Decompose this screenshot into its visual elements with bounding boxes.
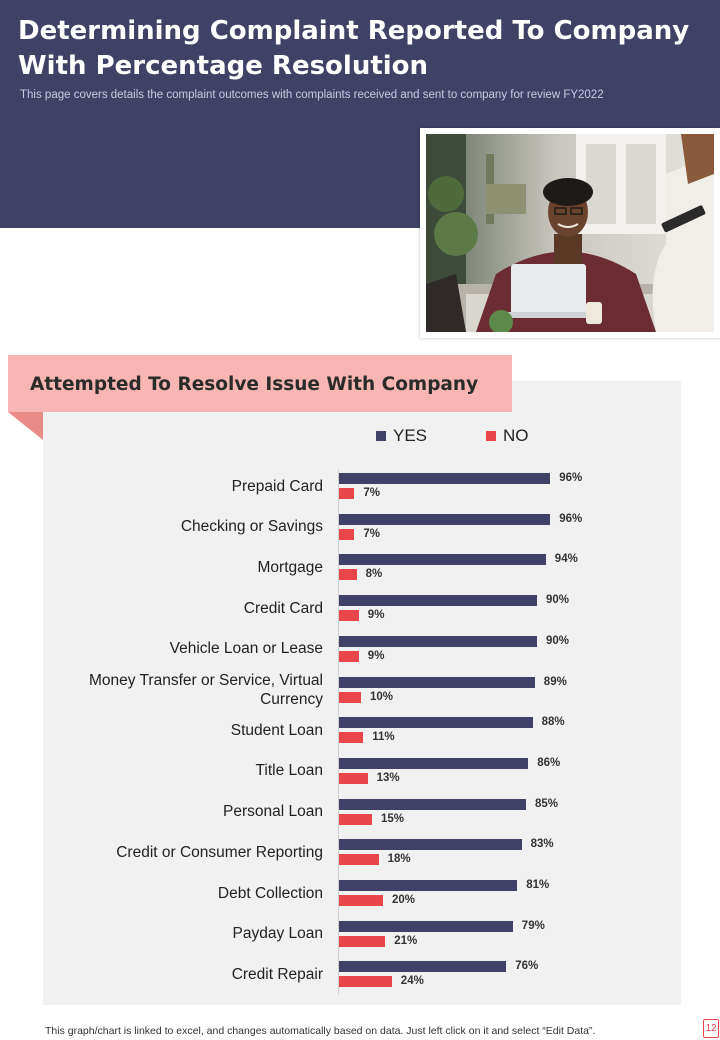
category-label: Student Loan <box>230 721 323 739</box>
category-label: Personal Loan <box>223 803 323 821</box>
legend-label-yes: YES <box>393 426 428 445</box>
category-label: Title Loan <box>255 762 324 780</box>
bar-yes <box>339 595 537 607</box>
bar-yes <box>339 920 513 932</box>
category-label: Money Transfer or Service, Virtual Curre… <box>88 671 323 708</box>
data-label-no: 18% <box>387 853 411 866</box>
bar-no <box>339 650 359 662</box>
data-label-yes: 90% <box>546 634 570 647</box>
page-subtitle: This page covers details the complaint o… <box>20 89 604 101</box>
data-label-yes: 96% <box>559 512 583 525</box>
header-band: Determining Complaint Reported To Compan… <box>0 0 720 228</box>
category-label: Mortgage <box>257 558 323 576</box>
category-label: Prepaid Card <box>231 477 323 495</box>
data-label-no: 20% <box>392 894 416 906</box>
bar-yes <box>339 554 546 566</box>
bar-no <box>339 854 379 866</box>
office-meeting-photo <box>426 134 714 332</box>
bar-yes <box>339 798 526 810</box>
category-label: Credit Card <box>243 599 323 617</box>
data-label-yes: 86% <box>537 756 561 769</box>
category-label: Vehicle Loan or Lease <box>169 640 323 658</box>
data-label-yes: 79% <box>521 919 545 932</box>
data-label-yes: 90% <box>546 594 570 607</box>
data-label-no: 24% <box>400 975 424 988</box>
bar-no <box>339 691 361 703</box>
chart-axis-line <box>338 469 339 995</box>
legend-item-yes: YES <box>376 426 427 446</box>
bar-yes <box>339 839 522 851</box>
legend-swatch-yes <box>376 431 386 441</box>
legend-item-no: NO <box>486 426 529 446</box>
data-label-yes: 96% <box>559 472 583 484</box>
legend-label-no: NO <box>503 426 529 445</box>
chart-title: Attempted To Resolve Issue With Company <box>30 374 479 395</box>
data-label-no: 15% <box>381 812 405 825</box>
legend-swatch-no <box>486 431 496 441</box>
data-label-no: 21% <box>394 934 418 947</box>
category-label: Credit or Consumer Reporting <box>116 843 323 861</box>
bar-no <box>339 610 359 622</box>
data-label-no: 9% <box>367 649 385 662</box>
data-label-no: 8% <box>365 568 383 581</box>
bar-no <box>339 732 364 744</box>
category-label: Checking or Savings <box>180 518 323 536</box>
data-label-yes: 81% <box>526 879 550 891</box>
bar-yes <box>339 473 551 484</box>
data-label-yes: 76% <box>515 960 539 973</box>
bar-no <box>339 895 383 906</box>
category-label: Payday Loan <box>232 925 324 943</box>
data-label-yes: 94% <box>554 553 578 566</box>
data-label-yes: 89% <box>543 675 567 688</box>
bar-yes <box>339 757 529 769</box>
page-number: 12 <box>703 1019 719 1038</box>
bar-yes <box>339 635 537 647</box>
bar-yes <box>339 880 518 891</box>
data-label-yes: 85% <box>535 797 559 810</box>
banner-fold <box>8 412 43 440</box>
chart-title-banner <box>8 355 512 412</box>
bar-yes <box>339 961 507 973</box>
data-label-no: 9% <box>367 609 385 622</box>
data-label-no: 13% <box>376 771 400 784</box>
footer-note: This graph/chart is linked to excel, and… <box>45 1025 596 1037</box>
photo-frame <box>420 128 720 338</box>
data-label-yes: 88% <box>541 716 565 729</box>
bar-no <box>339 935 386 947</box>
data-label-yes: 83% <box>530 838 554 851</box>
category-label: Debt Collection <box>217 884 323 902</box>
data-label-no: 10% <box>370 690 394 703</box>
bar-no <box>339 488 355 499</box>
bar-no <box>339 813 372 825</box>
data-label-no: 11% <box>372 731 395 744</box>
page-title: Determining Complaint Reported To Compan… <box>18 16 690 81</box>
data-label-no: 7% <box>363 527 381 540</box>
category-label: Credit Repair <box>231 965 323 983</box>
photo-illustration <box>426 134 714 332</box>
bar-no <box>339 976 392 988</box>
bar-yes <box>339 717 533 729</box>
bar-yes <box>339 676 535 688</box>
data-label-no: 7% <box>363 487 381 499</box>
bar-yes <box>339 513 551 525</box>
bar-no <box>339 772 368 784</box>
bar-no <box>339 528 355 540</box>
bar-no <box>339 569 357 581</box>
